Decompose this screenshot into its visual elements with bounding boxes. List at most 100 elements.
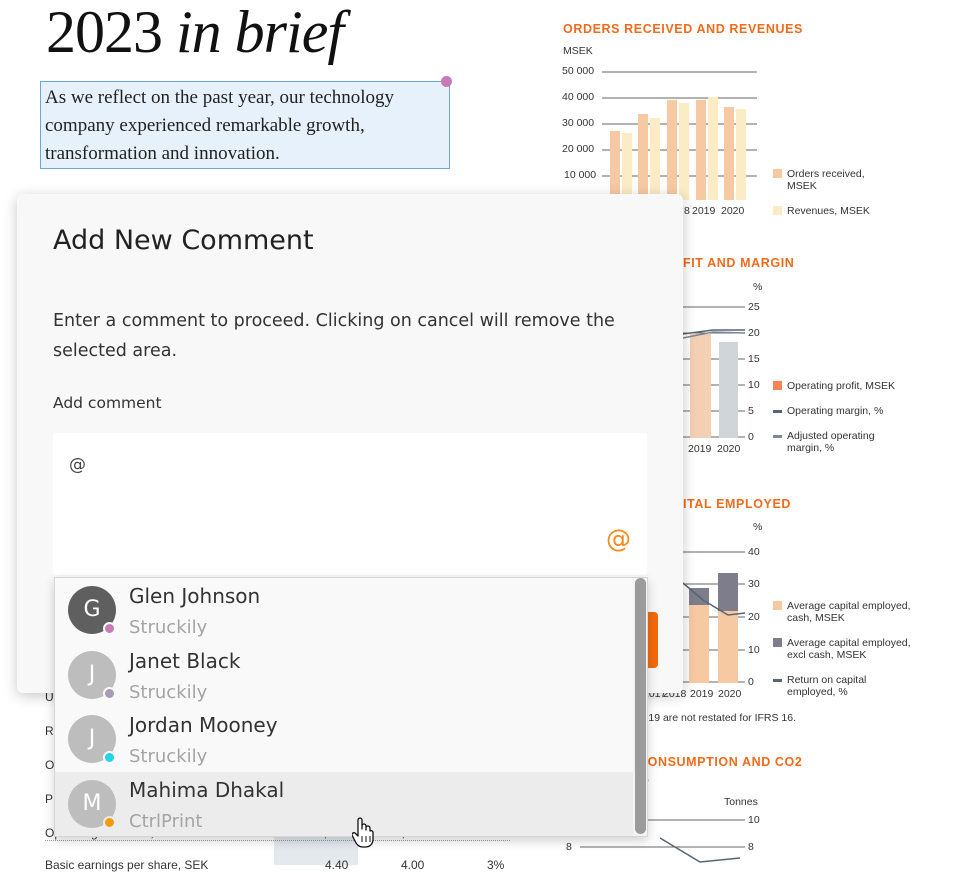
legend-adjusted-margin: Adjusted operating margin, %	[773, 430, 897, 454]
status-dot	[103, 816, 116, 829]
bar-orders	[724, 107, 734, 200]
chart-orders-xlabel: 2020	[721, 205, 745, 217]
status-dot	[103, 622, 116, 635]
chart-profit-ytick: 5	[748, 405, 754, 417]
modal-title: Add New Comment	[53, 225, 314, 256]
chart-profit-ytick: 20	[748, 327, 760, 339]
mention-item-glen-johnson[interactable]: G Glen Johnson Struckily	[55, 578, 633, 642]
chart-energy-lines	[580, 819, 745, 863]
bar-operating-profit	[719, 342, 738, 438]
chart-orders-ytick: 50 000	[562, 65, 595, 77]
mention-name: Janet Black	[129, 649, 241, 673]
bar-revenues	[708, 97, 718, 200]
bar-orders	[610, 131, 620, 200]
legend-return-on-capital: Return on capital employed, %	[773, 674, 897, 698]
chart-profit-xlabel: 2020	[717, 443, 741, 455]
chart-capital-footnote: to 2019 are not restated for IFRS 16.	[625, 712, 797, 724]
chart-profit-title: FIT AND MARGIN	[683, 256, 795, 270]
chart-orders-ytick: 20 000	[562, 143, 595, 155]
status-dot	[103, 751, 116, 764]
bar-operating-profit	[690, 334, 711, 438]
chart-capital-ytick: 30	[748, 578, 760, 590]
document-title: 2023 in brief	[46, 0, 344, 68]
comment-input[interactable]: @	[53, 433, 647, 575]
bar-capital-cash	[689, 605, 709, 683]
chart-energy-unit: Tonnes	[724, 796, 758, 808]
title-rest: in brief	[176, 0, 344, 65]
line-return-on-capital	[682, 582, 746, 616]
bar-revenues	[736, 109, 746, 200]
line-operating-margin	[682, 329, 745, 335]
mention-org: Struckily	[129, 617, 208, 638]
chart-capital-ytick: 10	[748, 644, 760, 656]
chart-capital-xlabel: 2020	[718, 688, 742, 700]
selected-text-area[interactable]: As we reflect on the past year, our tech…	[40, 81, 450, 169]
mention-org: CtrlPrint	[129, 811, 203, 832]
chart-capital-title: ITAL EMPLOYED	[683, 497, 792, 511]
legend-capital-excl-cash: Average capital employed, excl cash, MSE…	[773, 637, 927, 661]
chart-capital-xlabel: 2019	[690, 688, 714, 700]
bar-orders	[696, 100, 706, 200]
mention-dropdown: G Glen Johnson Struckily J Janet Black S…	[54, 577, 648, 837]
chart-energy-ytick: 10	[748, 814, 760, 826]
table-row-label: R	[45, 724, 54, 738]
comment-label: Add comment	[53, 394, 162, 412]
line-adjusted-margin	[682, 331, 746, 339]
intro-text: As we reflect on the past year, our tech…	[45, 87, 395, 164]
modal-description: Enter a comment to proceed. Clicking on …	[53, 311, 615, 361]
line-energy	[659, 837, 741, 863]
scrollbar-thumb[interactable]	[635, 578, 646, 834]
mention-org: Struckily	[129, 682, 208, 703]
chart-profit-unit: %	[753, 281, 763, 293]
chart-orders-unit: MSEK	[563, 45, 593, 57]
table-row-label: U	[45, 690, 54, 704]
chart-profit-bars	[682, 306, 746, 438]
mention-item-janet-black[interactable]: J Janet Black Struckily	[55, 643, 633, 707]
bar-orders	[667, 100, 677, 200]
chart-capital-bars	[682, 551, 746, 683]
legend-operating-margin: Operating margin, %	[773, 405, 917, 417]
chart-capital-ytick: 40	[748, 546, 760, 558]
chart-orders-ytick: 10 000	[564, 169, 597, 181]
bar-revenues	[679, 103, 689, 200]
status-dot	[103, 687, 116, 700]
chart-energy-title: CONSUMPTION AND CO2	[638, 755, 803, 769]
selection-handle[interactable]	[441, 76, 452, 87]
bar-capital-excl-cash	[718, 573, 738, 611]
table-row-label: O	[45, 758, 55, 772]
mention-item-jordan-mooney[interactable]: J Jordan Mooney Struckily	[55, 707, 633, 771]
chart-energy-ytick-left: 8	[566, 841, 572, 853]
chart-energy-ytick: 8	[748, 841, 754, 853]
mention-org: Struckily	[129, 746, 208, 767]
mention-name: Glen Johnson	[129, 584, 261, 608]
chart-capital-ytick: 0	[748, 676, 754, 688]
table-row-label: P	[45, 792, 54, 806]
legend-orders-received: Orders received, MSEK	[773, 168, 897, 192]
bar-orders	[638, 114, 648, 200]
chart-profit-ytick: 10	[748, 379, 760, 391]
chart-orders-xlabel: 8	[684, 205, 690, 217]
comment-value: @	[69, 455, 86, 475]
mention-item-mahima-dhakal[interactable]: M Mahima Dhakal CtrlPrint	[55, 772, 633, 836]
bar-capital-cash	[718, 611, 738, 683]
chart-orders-title: ORDERS RECEIVED AND REVENUES	[563, 22, 803, 36]
mention-name: Jordan Mooney	[129, 713, 278, 737]
chart-profit-ytick: 25	[748, 301, 760, 313]
title-year: 2023	[46, 0, 163, 65]
chart-orders-bars	[602, 71, 757, 200]
legend-operating-profit: Operating profit, MSEK	[773, 380, 917, 392]
legend-capital-cash: Average capital employed, cash, MSEK	[773, 600, 927, 624]
chart-profit-ytick: 15	[748, 353, 760, 365]
chart-orders-xlabel: 2019	[692, 205, 716, 217]
hand-cursor-icon	[352, 817, 374, 848]
bar-revenues	[622, 133, 632, 200]
table-row-eps: Basic earnings per share, SEK 4.40 4.00 …	[45, 858, 505, 872]
chart-capital-unit: %	[753, 521, 763, 533]
chart-profit-xlabel: 2019	[688, 443, 712, 455]
chart-profit-ytick: 0	[748, 431, 754, 443]
mention-at-icon[interactable]: @	[606, 524, 631, 553]
chart-capital-ytick: 20	[748, 611, 760, 623]
bar-revenues	[650, 118, 660, 200]
mention-name: Mahima Dhakal	[129, 778, 285, 802]
chart-orders-ytick: 30 000	[562, 117, 595, 129]
